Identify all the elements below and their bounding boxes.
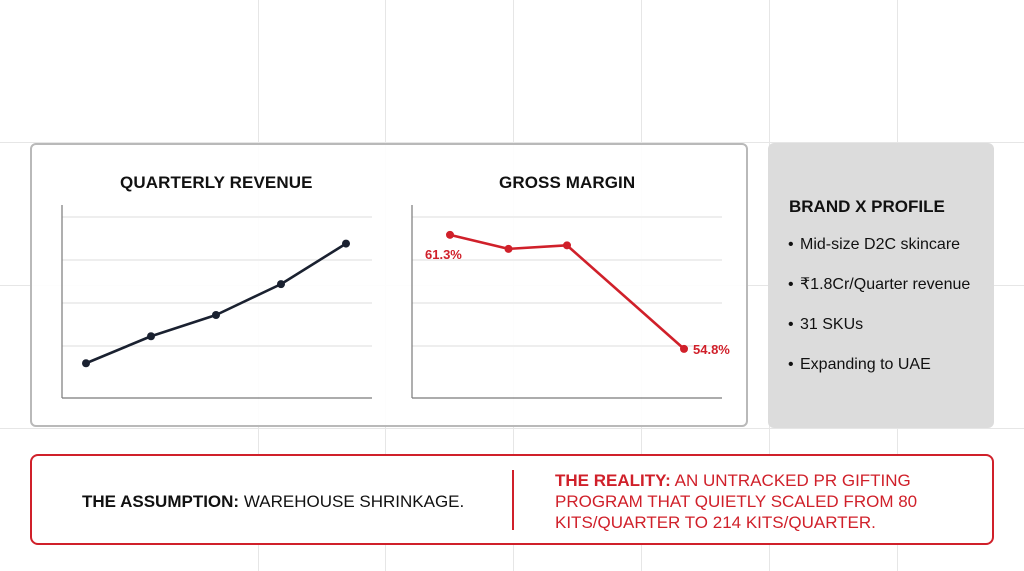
profile-item: • Expanding to UAE <box>788 355 970 395</box>
revenue-chart-title: QUARTERLY REVENUE <box>120 173 313 192</box>
reality-statement: THE REALITY: AN UNTRACKED PR GIFTING PRO… <box>555 470 975 533</box>
profile-item: • 31 SKUs <box>788 315 970 355</box>
reality-line: PROGRAM THAT QUIETLY SCALED FROM 80 <box>555 492 918 511</box>
profile-item-text: Expanding to UAE <box>800 356 931 373</box>
bullet-icon: • <box>788 236 794 253</box>
margin-data-label-start: 61.3% <box>425 247 462 262</box>
bullet-icon: • <box>788 276 794 293</box>
margin-series-line <box>448 233 686 351</box>
revenue-data-point <box>212 311 220 320</box>
reality-line: KITS/QUARTER TO 214 KITS/QUARTER. <box>555 513 876 532</box>
revenue-data-point <box>342 239 350 248</box>
profile-title: BRAND X PROFILE <box>789 197 945 216</box>
brand-profile-panel: BRAND X PROFILE • Mid-size D2C skincare •… <box>768 143 994 428</box>
margin-data-point <box>680 344 688 353</box>
bullet-icon: • <box>788 356 794 373</box>
profile-item-text: 31 SKUs <box>800 316 864 333</box>
reality-text: AN UNTRACKED PR GIFTING <box>674 471 911 490</box>
revenue-data-point <box>277 280 285 289</box>
profile-item: • Mid-size D2C skincare <box>788 235 970 275</box>
reality-label: THE REALITY: <box>555 471 671 490</box>
profile-item-text: Mid-size D2C skincare <box>800 236 961 253</box>
margin-chart-title: GROSS MARGIN <box>499 173 636 192</box>
revenue-data-point <box>147 332 155 341</box>
reality-line: THE REALITY: AN UNTRACKED PR GIFTING <box>555 470 975 491</box>
charts-canvas: 61.3% 54.8% <box>61 205 730 399</box>
margin-data-point <box>504 244 513 253</box>
callout-divider <box>512 470 514 530</box>
bullet-icon: • <box>788 316 794 333</box>
margin-data-label-end: 54.8% <box>693 342 730 357</box>
margin-data-point <box>446 230 454 239</box>
margin-data-point <box>563 241 571 250</box>
revenue-data-point <box>82 359 90 368</box>
assumption-label: THE ASSUMPTION: <box>82 492 240 511</box>
assumption-text: WAREHOUSE SHRINKAGE. <box>243 492 465 511</box>
profile-item-text: ₹1.8Cr/Quarter revenue <box>800 276 971 293</box>
profile-item: • ₹1.8Cr/Quarter revenue <box>788 275 970 315</box>
assumption-statement: THE ASSUMPTION: WAREHOUSE SHRINKAGE. <box>82 492 464 512</box>
charts-panel: QUARTERLY REVENUE GROSS MARGIN 61.3% 54.8… <box>30 143 748 427</box>
profile-list: • Mid-size D2C skincare • ₹1.8Cr/Quarter r… <box>788 235 970 395</box>
assumption-reality-callout: THE ASSUMPTION: WAREHOUSE SHRINKAGE. THE… <box>30 454 994 545</box>
